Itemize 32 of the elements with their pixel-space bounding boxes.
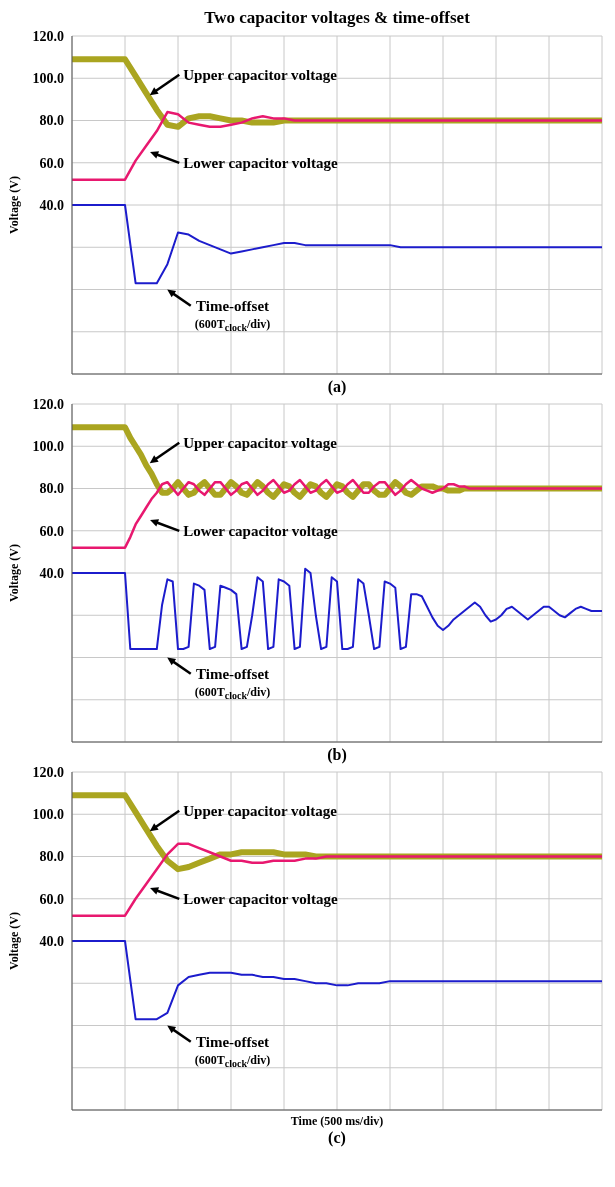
chart-title: Two capacitor voltages & time-offset (203, 8, 471, 28)
annotation: Upper capacitor voltage (183, 801, 337, 821)
annotation: Upper capacitor voltage (183, 433, 337, 453)
text: (c) (327, 1129, 347, 1147)
y-tick-label: 40.0 (39, 565, 64, 581)
text: (b) (326, 746, 348, 764)
annotation: Time-offset (600T$_{clock}$/div) (194, 296, 271, 336)
annotation: Time-offset (600T$_{clock}$/div) (194, 664, 271, 704)
annotation: Lower capacitor voltage (183, 153, 338, 173)
text: (a) (326, 378, 348, 396)
y-tick-label: 60.0 (39, 155, 64, 171)
y-tick-label: 40.0 (39, 933, 64, 949)
y-axis-title: Voltage (V) (7, 176, 22, 234)
y-tick-label: 60.0 (39, 523, 64, 539)
y-tick-label: 100.0 (32, 71, 64, 87)
x-axis-title: Time (500 ms/div) (289, 1114, 385, 1129)
annotation: Upper capacitor voltage (183, 65, 337, 85)
y-tick-label: 120.0 (32, 396, 64, 412)
y-axis-title: Voltage (V) (7, 912, 22, 970)
y-tick-label: 60.0 (39, 891, 64, 907)
y-tick-label: 80.0 (39, 113, 64, 129)
y-tick-label: 100.0 (32, 807, 64, 823)
y-tick-label: 80.0 (39, 849, 64, 865)
annotation: Lower capacitor voltage (183, 889, 338, 909)
annotation: Lower capacitor voltage (183, 521, 338, 541)
y-tick-label: 40.0 (39, 197, 64, 213)
y-axis-title: Voltage (V) (7, 544, 22, 602)
y-tick-label: 100.0 (32, 439, 64, 455)
y-tick-label: 120.0 (32, 28, 64, 44)
annotation: Time-offset (600T$_{clock}$/div) (194, 1032, 271, 1072)
y-tick-label: 120.0 (32, 764, 64, 780)
y-tick-label: 80.0 (39, 481, 64, 497)
